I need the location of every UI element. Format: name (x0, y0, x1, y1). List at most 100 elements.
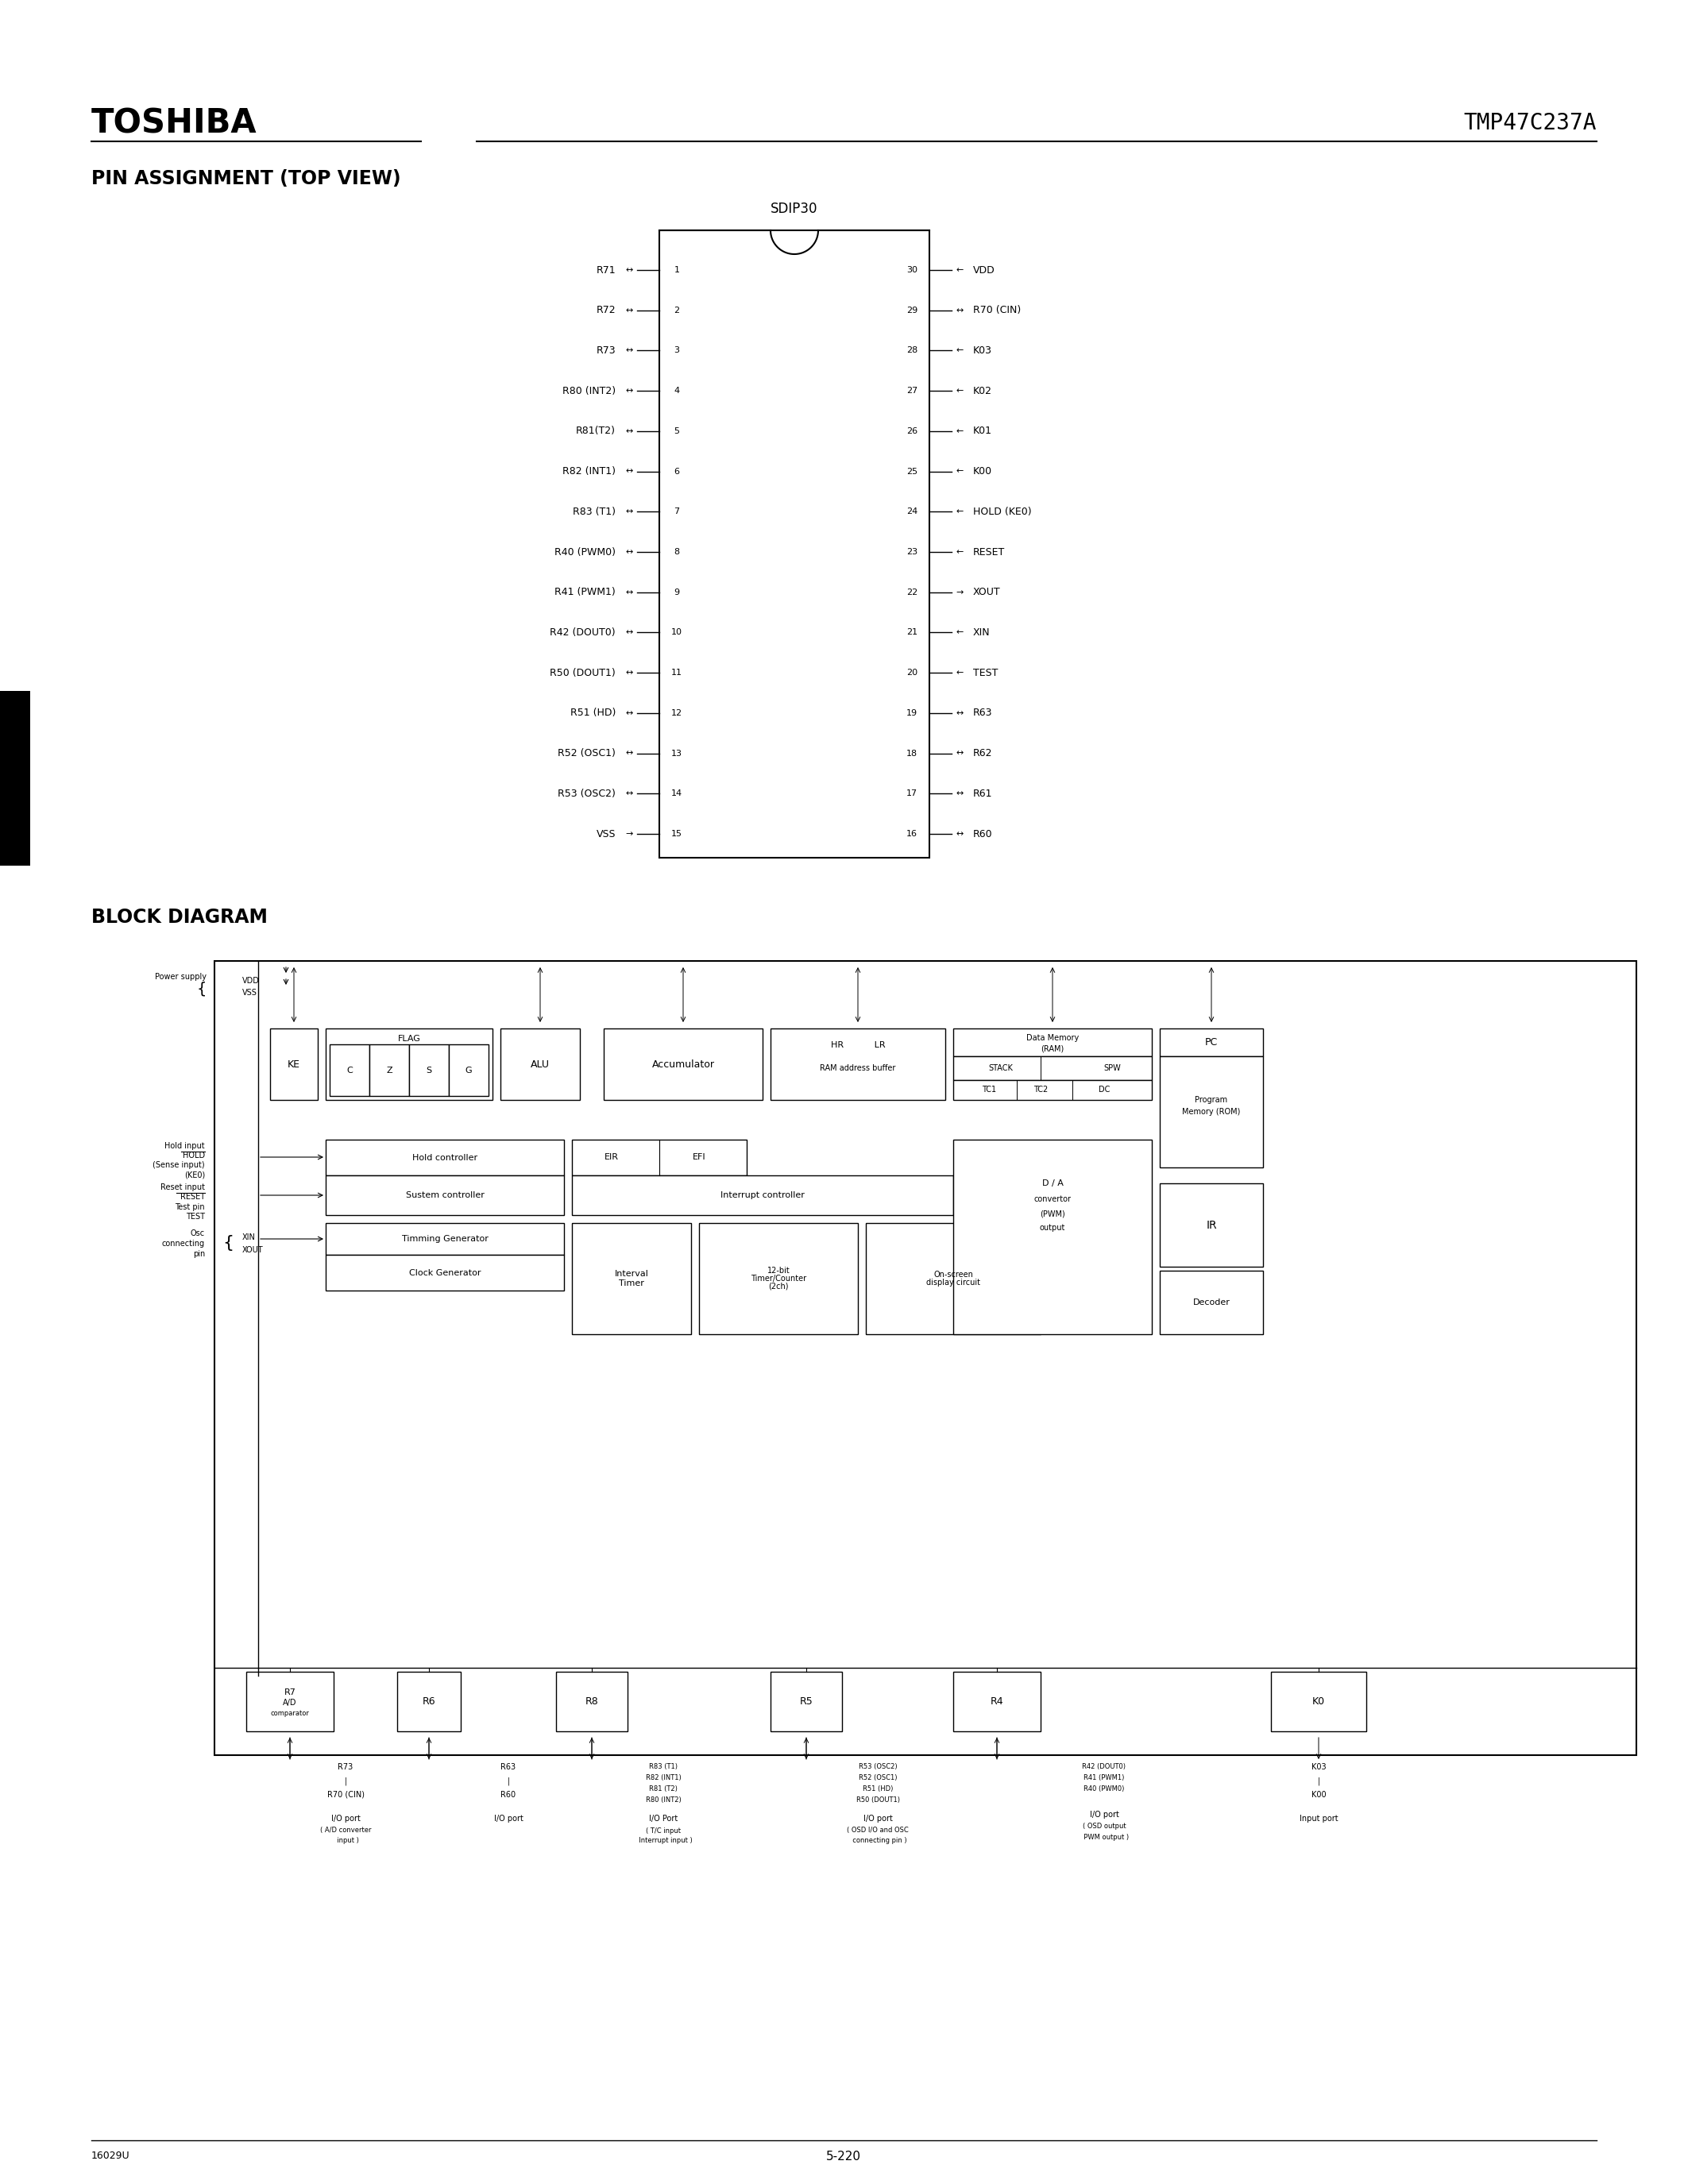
Text: R52 (OSC1): R52 (OSC1) (557, 749, 616, 758)
Text: R83 (T1): R83 (T1) (648, 1762, 677, 1771)
Text: R82 (INT1): R82 (INT1) (562, 465, 616, 476)
Text: R51 (HD): R51 (HD) (571, 708, 616, 719)
Text: ↔: ↔ (625, 548, 633, 557)
Text: Input port: Input port (1300, 1815, 1339, 1824)
Text: 30: 30 (906, 266, 918, 273)
Text: ←: ← (955, 668, 964, 677)
Text: R81 (T2): R81 (T2) (648, 1787, 677, 1793)
Bar (954, 1057, 1151, 1081)
Text: R51 (HD): R51 (HD) (863, 1787, 893, 1793)
Text: output: output (1040, 1223, 1065, 1232)
Text: Timming Generator: Timming Generator (402, 1234, 488, 1243)
Bar (954, 1081, 1151, 1101)
Text: R73: R73 (596, 345, 616, 356)
Text: 7: 7 (674, 507, 680, 515)
Text: R41 (PWM1): R41 (PWM1) (1084, 1776, 1124, 1782)
Bar (954, 1140, 1151, 1334)
Bar (329, 1044, 370, 1096)
Bar (1271, 1671, 1366, 1732)
Text: PIN ASSIGNMENT (TOP VIEW): PIN ASSIGNMENT (TOP VIEW) (91, 168, 400, 188)
Text: ↔: ↔ (955, 791, 964, 797)
Text: HR           LR: HR LR (830, 1042, 885, 1048)
Text: ( OSD output: ( OSD output (1082, 1824, 1126, 1830)
Text: R80 (INT2): R80 (INT2) (562, 387, 616, 395)
Text: EFI: EFI (692, 1153, 706, 1162)
Text: ←: ← (955, 428, 964, 435)
Text: ↔: ↔ (625, 791, 633, 797)
Text: XOUT: XOUT (972, 587, 1001, 598)
Text: ↔: ↔ (625, 467, 633, 476)
Text: 1: 1 (674, 266, 680, 273)
Text: TOSHIBA: TOSHIBA (91, 107, 257, 140)
Text: XOUT: XOUT (243, 1247, 263, 1254)
Text: 5-220: 5-220 (825, 2151, 861, 2162)
Text: (KE0): (KE0) (184, 1171, 204, 1179)
Text: 2: 2 (674, 306, 680, 314)
Text: R80 (INT2): R80 (INT2) (645, 1797, 680, 1804)
Text: VSS: VSS (596, 828, 616, 839)
Text: VDD: VDD (972, 264, 996, 275)
Text: ( T/C input: ( T/C input (647, 1828, 680, 1835)
Text: 3: 3 (674, 347, 680, 354)
Text: Timer: Timer (619, 1280, 645, 1286)
Text: S: S (425, 1066, 432, 1075)
Text: R42 (DOUT0): R42 (DOUT0) (1082, 1762, 1126, 1771)
Text: FLAG: FLAG (398, 1035, 420, 1042)
Text: ↔: ↔ (955, 749, 964, 758)
Text: ↔: ↔ (625, 668, 633, 677)
Text: R73: R73 (338, 1762, 353, 1771)
Text: 13: 13 (672, 749, 682, 758)
Bar (408, 1044, 449, 1096)
Text: SDIP30: SDIP30 (771, 201, 819, 216)
Text: I/O port: I/O port (331, 1815, 360, 1824)
Text: ↔: ↔ (625, 507, 633, 515)
Text: |: | (506, 1778, 510, 1787)
Text: Interrupt controller: Interrupt controller (721, 1190, 805, 1199)
Text: Data Memory: Data Memory (1026, 1033, 1079, 1042)
Text: D / A: D / A (1041, 1179, 1063, 1188)
Text: ↔: ↔ (955, 306, 964, 314)
Text: Test pin: Test pin (176, 1203, 204, 1212)
Bar (572, 1223, 690, 1334)
Text: R50 (DOUT1): R50 (DOUT1) (856, 1797, 900, 1804)
Text: PWM output ): PWM output ) (1080, 1832, 1129, 1841)
Text: R83 (T1): R83 (T1) (572, 507, 616, 518)
Text: 5: 5 (674, 428, 680, 435)
Text: BLOCK DIAGRAM: BLOCK DIAGRAM (91, 909, 268, 926)
Text: HOLD: HOLD (182, 1151, 204, 1160)
Text: I/O port: I/O port (863, 1815, 893, 1824)
Text: 25: 25 (906, 467, 918, 476)
Text: R60: R60 (972, 828, 993, 839)
Text: ↔: ↔ (625, 428, 633, 435)
Text: R70 (CIN): R70 (CIN) (972, 306, 1021, 314)
Text: 29: 29 (906, 306, 918, 314)
Text: connecting: connecting (162, 1241, 204, 1247)
Text: 15: 15 (672, 830, 682, 839)
Text: R82 (INT1): R82 (INT1) (645, 1776, 680, 1782)
Bar (370, 1044, 408, 1096)
Text: PC: PC (1205, 1037, 1217, 1048)
Text: TC2: TC2 (1033, 1085, 1048, 1094)
Bar (326, 1175, 564, 1214)
Text: R8: R8 (586, 1697, 599, 1706)
Text: Hold input: Hold input (165, 1142, 204, 1151)
Text: 12: 12 (672, 710, 682, 716)
Text: TMP47C237A: TMP47C237A (1463, 111, 1597, 133)
Text: R40 (PWM0): R40 (PWM0) (1084, 1787, 1124, 1793)
Text: 28: 28 (906, 347, 918, 354)
Text: K03: K03 (1312, 1762, 1327, 1771)
Text: KE: KE (287, 1059, 300, 1070)
Text: ←: ← (955, 266, 964, 273)
Text: R63: R63 (972, 708, 993, 719)
Bar (1160, 1029, 1263, 1057)
Bar (1160, 1271, 1263, 1334)
Text: TEST: TEST (972, 668, 998, 677)
Text: |: | (344, 1778, 346, 1787)
Text: ←: ← (955, 507, 964, 515)
Text: HOLD (KE0): HOLD (KE0) (972, 507, 1031, 518)
Text: (2ch): (2ch) (768, 1282, 788, 1291)
Text: {: { (223, 1234, 233, 1251)
Text: C: C (346, 1066, 353, 1075)
Bar (1160, 1184, 1263, 1267)
Text: 10: 10 (672, 629, 682, 636)
